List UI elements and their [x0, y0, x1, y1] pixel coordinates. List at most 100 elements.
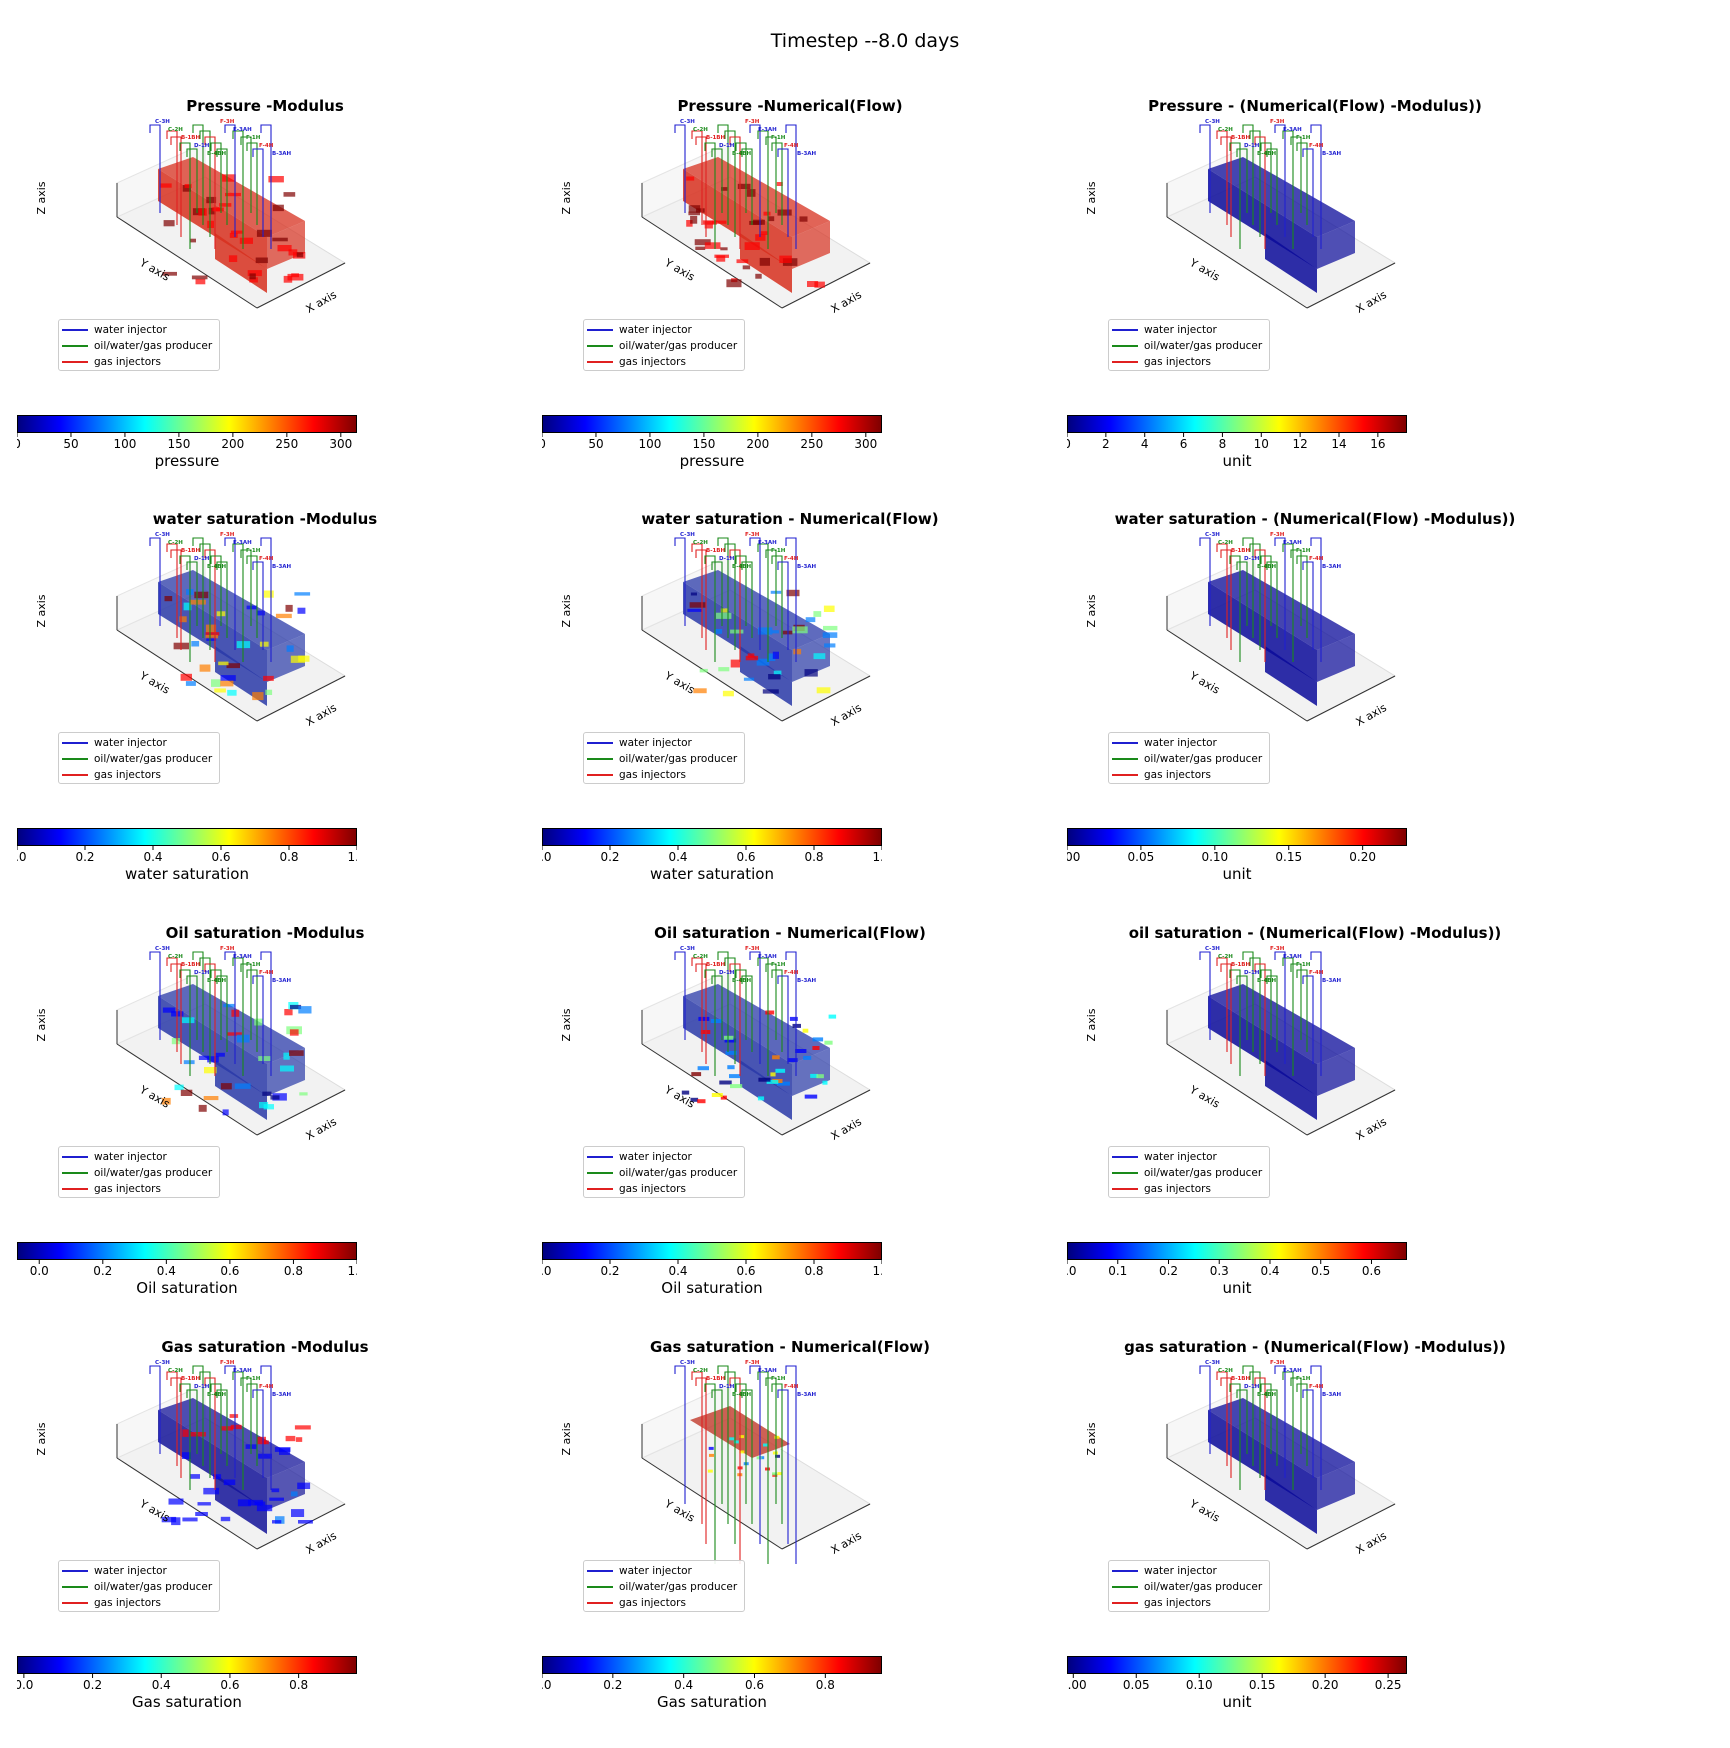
chart-panel: Pressure - (Numerical(Flow) -Modulus)) C-…	[1055, 97, 1575, 507]
well-trajectory	[1254, 136, 1266, 249]
saturation-cell	[727, 1065, 735, 1070]
block-side	[1317, 1048, 1355, 1096]
well-trajectory	[216, 975, 228, 1052]
saturation-cell	[272, 1093, 287, 1101]
well-label: C-2H	[1218, 540, 1233, 546]
colorbar-label: Gas saturation	[657, 1693, 767, 1711]
saturation-cell	[299, 1092, 308, 1096]
well-trajectory	[1242, 951, 1254, 1052]
x-axis-label: X axis	[829, 1115, 864, 1143]
well-trajectory	[777, 561, 789, 650]
saturation-cell	[288, 249, 298, 256]
block-front	[158, 169, 267, 269]
well-trajectory	[1229, 969, 1241, 1076]
well-trajectory	[695, 549, 707, 650]
saturation-cell	[810, 1073, 818, 1078]
well-label: F-4H	[259, 970, 274, 976]
chart-panel: Pressure -Modulus C-3H C-2H B-1BH D-1H B-4BH F…	[5, 97, 525, 507]
saturation-cell	[712, 220, 727, 224]
well-label: F-1H	[246, 135, 261, 141]
saturation-cell	[708, 1446, 714, 1450]
well-trajectory	[149, 951, 161, 1040]
chart-panel: Oil saturation - Numerical(Flow) C-3H C-2H…	[530, 924, 1050, 1334]
y-axis-line	[1166, 629, 1308, 722]
saturation-cell	[295, 1437, 303, 1442]
y-axis-label: Y axis	[1187, 669, 1223, 697]
legend-label: oil/water/gas producer	[619, 1581, 738, 1593]
saturation-cell	[194, 591, 209, 599]
colorbar-gradient	[542, 1242, 882, 1260]
well-trajectory	[1260, 555, 1272, 626]
well-label: C-3H	[1205, 119, 1220, 125]
well-label: C-2H	[1218, 1368, 1233, 1374]
legend-label: gas injectors	[94, 1597, 161, 1609]
legend: water injector oil/water/gas producer gas …	[1108, 1146, 1270, 1198]
legend-line	[587, 1570, 613, 1572]
legend-line	[587, 361, 613, 363]
colorbar-tick-label: 300	[329, 437, 352, 451]
saturation-cell	[206, 196, 217, 204]
legend-item: oil/water/gas producer	[1112, 1579, 1269, 1595]
well-trajectory	[785, 537, 797, 662]
well-label: B-1BH	[1231, 1376, 1250, 1382]
saturation-cell	[823, 605, 835, 612]
legend-label: oil/water/gas producer	[1144, 753, 1263, 765]
well-label: B-1BH	[706, 548, 725, 554]
well-label: C-3H	[680, 946, 695, 952]
well-trajectory	[1249, 130, 1261, 237]
legend-label: water injector	[94, 737, 167, 749]
legend-label: oil/water/gas producer	[619, 1167, 738, 1179]
chart-title: water saturation - (Numerical(Flow) -Mod…	[1114, 510, 1516, 528]
saturation-cell	[226, 663, 240, 669]
chart-panel: water saturation - Numerical(Flow) C-3H C-…	[530, 510, 1050, 920]
colorbar-ticks: 0.0 0.1 0.2 0.3 0.4 0.5 0.6	[1067, 1260, 1381, 1278]
suptitle: Timestep --8.0 days	[770, 30, 960, 52]
well-trajectory	[170, 1377, 182, 1478]
legend-item: oil/water/gas producer	[587, 338, 744, 354]
well-trajectory	[777, 148, 789, 237]
well-trajectory	[695, 136, 707, 237]
well-label: C-3H	[155, 946, 170, 952]
z-axis-label: Z axis	[35, 181, 48, 214]
z-axis-label: Z axis	[35, 1008, 48, 1041]
saturation-cell	[163, 220, 175, 227]
saturation-cell	[772, 651, 779, 659]
legend-item: water injector	[1112, 1563, 1269, 1579]
well-label: B-4BH	[732, 564, 751, 570]
legend-line	[1112, 774, 1138, 776]
saturation-cell	[704, 242, 721, 249]
saturation-cell	[823, 625, 838, 631]
well-label: E-3AH	[1283, 540, 1302, 546]
well-trajectory	[1229, 555, 1241, 662]
x-axis-line	[781, 262, 871, 309]
saturation-cell	[822, 632, 838, 638]
saturation-cell	[212, 207, 222, 212]
saturation-cell	[716, 612, 732, 619]
legend: water injector oil/water/gas producer gas …	[58, 1146, 220, 1198]
colorbar-tick-label: 0.10	[1186, 1678, 1213, 1692]
well-trajectory	[765, 963, 777, 1040]
colorbar-tick-label: 1.0	[347, 1264, 357, 1278]
saturation-cell	[256, 1504, 273, 1512]
saturation-cell	[779, 255, 792, 263]
colorbar-tick-label: 0.0	[30, 1264, 49, 1278]
well-label: F-4H	[1309, 143, 1324, 149]
chart-title: water saturation -Modulus	[152, 510, 378, 528]
y-axis-line	[116, 1043, 258, 1136]
z-axis-label: Z axis	[35, 594, 48, 627]
saturation-cell	[799, 216, 808, 222]
legend-label: gas injectors	[1144, 769, 1211, 781]
saturation-cell	[230, 230, 243, 234]
well-trajectory	[777, 975, 789, 1064]
well-label: F-4H	[1309, 1384, 1324, 1390]
well-trajectory	[765, 1377, 777, 1504]
legend-line	[587, 1602, 613, 1604]
colorbar-tick-label: 0.2	[600, 850, 619, 864]
saturation-cell	[219, 203, 232, 207]
colorbar-tick-label: 0.15	[1249, 1678, 1276, 1692]
colorbar-ticks: 0.0 0.2 0.4 0.6 0.8 1.0	[542, 1260, 882, 1278]
x-axis-label: X axis	[304, 701, 339, 729]
y-axis-label: Y axis	[1187, 1497, 1223, 1525]
well-label: C-2H	[1218, 127, 1233, 133]
saturation-cell	[259, 641, 269, 647]
